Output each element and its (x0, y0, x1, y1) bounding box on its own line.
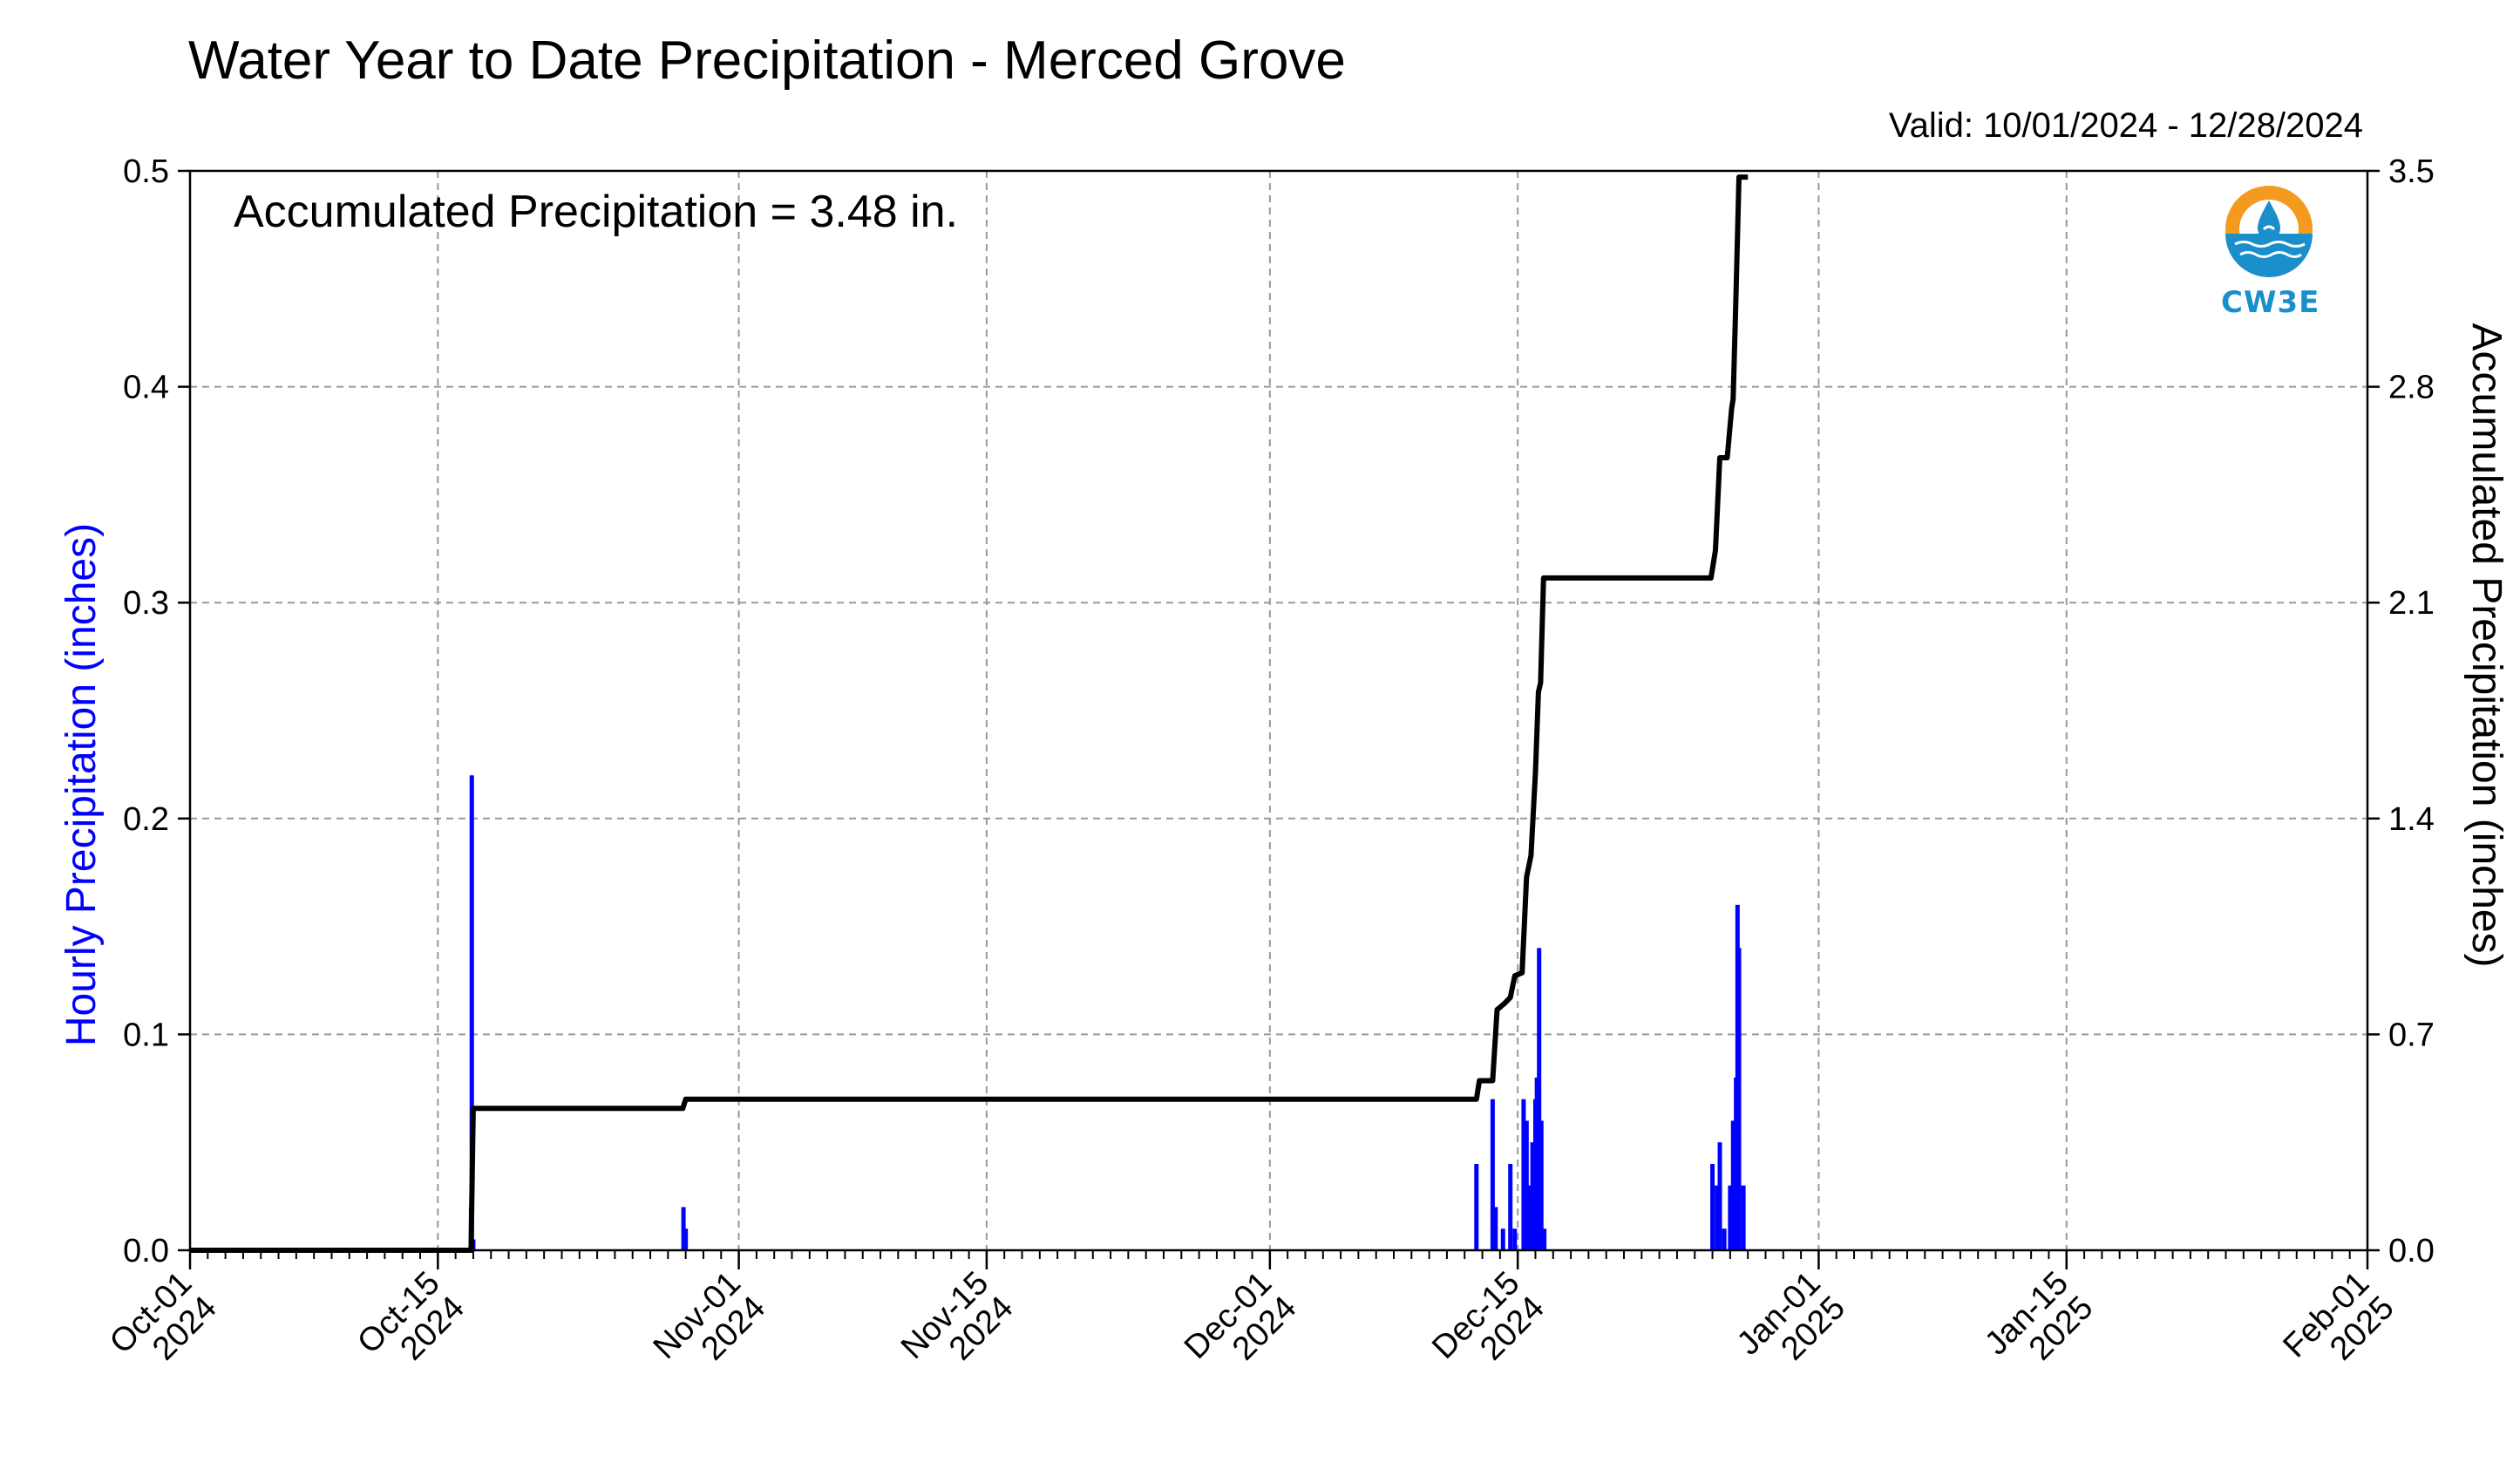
hourly-bars (468, 775, 1746, 1250)
valid-date-range: Valid: 10/01/2024 - 12/28/2024 (1888, 106, 2363, 145)
hourly-bar (1538, 1120, 1544, 1250)
hourly-bar (1710, 1163, 1715, 1250)
hourly-bar (1728, 1185, 1733, 1250)
hourly-bar (1717, 1142, 1722, 1250)
right-tick-label: 2.1 (2388, 585, 2435, 622)
cw3e-logo-icon (2225, 186, 2313, 277)
left-tick-label: 0.2 (123, 801, 169, 838)
hourly-bar (1508, 1163, 1513, 1250)
hourly-bar (1542, 1228, 1547, 1250)
hourly-bar (1527, 1185, 1532, 1250)
right-tick-label: 0.7 (2388, 1017, 2435, 1053)
hourly-bar (1741, 1185, 1746, 1250)
hourly-bar (1534, 1077, 1539, 1250)
hourly-bar (1500, 1228, 1505, 1250)
hourly-bar (681, 1207, 686, 1250)
left-tick-label: 0.4 (123, 370, 169, 406)
hourly-bar (1524, 1120, 1529, 1250)
accumulated-annotation: Accumulated Precipitation = 3.48 in. (234, 187, 958, 237)
hourly-bar (1512, 1228, 1518, 1250)
tick-labels: 0.0 0.1 0.2 0.3 0.4 0.5 0.0 0.7 1.4 2.1 2.8 3.5 Oct-… (103, 153, 2435, 1368)
hourly-bar (1530, 1142, 1535, 1250)
hourly-bar (1715, 1185, 1720, 1250)
hourly-bar (1521, 1099, 1526, 1250)
right-tick-label: 1.4 (2388, 801, 2435, 838)
hourly-bar (1736, 948, 1742, 1250)
accumulated-series-line (190, 174, 1749, 1253)
hourly-bar (683, 1228, 689, 1250)
plot-frame (188, 169, 2369, 1252)
hourly-bar (1474, 1163, 1479, 1250)
hourly-bar (1493, 1207, 1498, 1250)
hourly-bar (1722, 1228, 1727, 1250)
right-tick-label: 0.0 (2388, 1233, 2435, 1269)
axes (178, 169, 2380, 1269)
cw3e-logo: CW3E (2221, 181, 2320, 320)
accumulated-line (190, 174, 1749, 1253)
left-tick-label: 0.3 (123, 585, 169, 622)
grid (190, 171, 2367, 1250)
left-tick-label: 0.1 (123, 1017, 169, 1053)
left-tick-label: 0.0 (123, 1233, 169, 1269)
logo-text: CW3E (2221, 285, 2320, 320)
left-tick-label: 0.5 (123, 153, 169, 190)
right-tick-label: 2.8 (2388, 370, 2435, 406)
right-tick-label: 3.5 (2388, 153, 2435, 190)
hourly-bar (1730, 1120, 1735, 1250)
hourly-bar (1537, 948, 1542, 1250)
hourly-bar (1490, 1099, 1495, 1250)
chart-title: Water Year to Date Precipitation - Merce… (188, 31, 1346, 91)
hourly-bar (469, 775, 474, 1250)
